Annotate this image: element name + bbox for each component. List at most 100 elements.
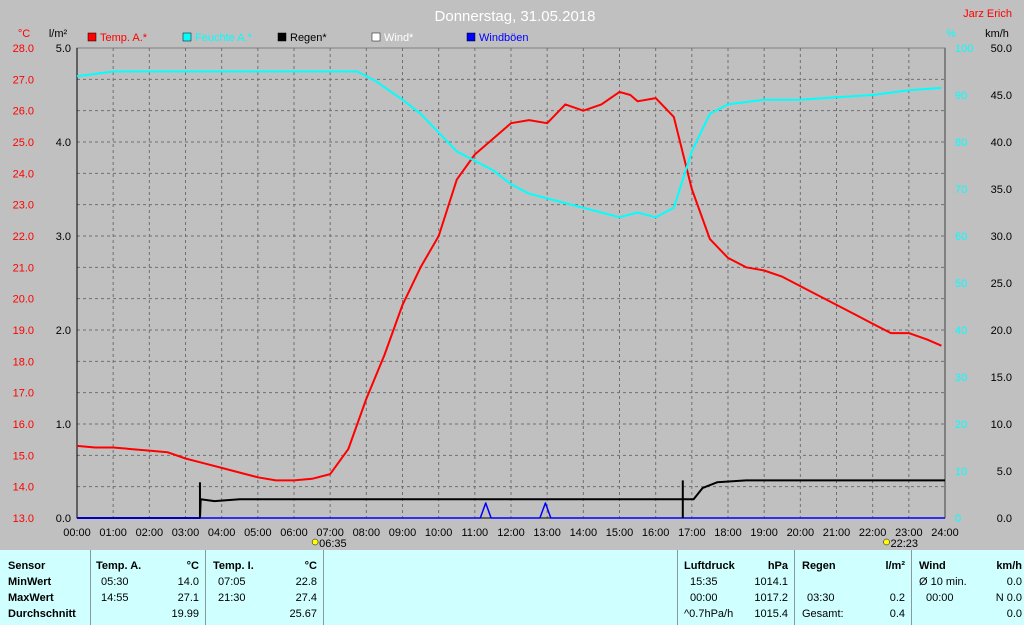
tick-label-temp: 23.0 (13, 200, 34, 212)
chart-area: 13.0 14.0 15.0 16.0 17.0 18.0 19.0 20.0 21.0 22.0… (12, 8, 1012, 548)
luftdruck-min-val: 1014.1 (754, 576, 788, 588)
row-min-label: MinWert (8, 576, 52, 588)
tick-label-wind: 45.0 (991, 90, 1012, 102)
regen-time: 03:30 (807, 592, 835, 604)
wind-avg-label: Ø 10 min. (919, 576, 967, 588)
tick-label-temp: 25.0 (13, 137, 34, 149)
sunset-icon (883, 538, 890, 546)
unit-label-temp: °C (18, 28, 30, 40)
wind-title: Wind (919, 560, 946, 572)
tick-label-temp: 22.0 (13, 231, 34, 243)
tick-label-temp: 13.0 (13, 513, 34, 525)
luftdruck-unit: hPa (767, 560, 788, 572)
tick-label-time: 05:00 (244, 527, 272, 539)
tick-label-humidity: 40 (955, 325, 967, 337)
temp-i-title: Temp. I. (213, 560, 254, 572)
tick-label-humidity: 90 (955, 90, 967, 102)
tick-label-time: 13:00 (533, 527, 561, 539)
col-temp-i: Temp. I. °C 07:05 22.8 21:30 27.4 25.67 (206, 550, 324, 625)
temp-a-avg: 19.99 (171, 608, 199, 620)
col-wind: Wind km/h Ø 10 min. 0.0 00:00 N 0.0 0.0 (912, 550, 1024, 625)
tick-label-wind: 50.0 (991, 43, 1012, 55)
tick-label-temp: 16.0 (13, 419, 34, 431)
temp-i-min-time: 07:05 (218, 576, 246, 588)
wind-unit: km/h (996, 560, 1022, 572)
sunrise-label: 06:35 (319, 538, 347, 548)
legend-label: Wind* (384, 32, 414, 44)
series-line (77, 502, 945, 519)
tick-label-temp: 19.0 (13, 325, 34, 337)
tick-label-time: 04:00 (208, 527, 236, 539)
chart-title: Donnerstag, 31.05.2018 (435, 8, 596, 25)
regen-title: Regen (802, 560, 836, 572)
legend-swatch (371, 32, 381, 42)
regen-total-label: Gesamt: (802, 608, 844, 620)
unit-label-humidity: % (946, 28, 956, 40)
temp-a-max-val: 27.1 (177, 592, 199, 604)
temp-i-max-time: 21:30 (218, 592, 246, 604)
temp-a-max-time: 14:55 (101, 592, 129, 604)
luftdruck-avg: 1015.4 (754, 608, 788, 620)
tick-label-time: 17:00 (678, 527, 706, 539)
regen-unit: l/m² (885, 560, 905, 572)
tick-label-wind: 5.0 (997, 466, 1012, 478)
wind-avg-val: 0.0 (1006, 576, 1022, 588)
legend-swatch (182, 32, 192, 42)
station-name: Jarz Erich (963, 8, 1012, 20)
tick-label-rain: 5.0 (56, 43, 71, 55)
col-temp-a: Temp. A. °C 05:30 14.0 14:55 27.1 19.99 (91, 550, 206, 625)
temp-i-min-val: 22.8 (295, 576, 317, 588)
luftdruck-title: Luftdruck (684, 560, 735, 572)
tick-label-temp: 15.0 (13, 450, 34, 462)
tick-label-temp: 26.0 (13, 106, 34, 118)
sunset-label: 22:23 (891, 538, 919, 548)
tick-label-time: 10:00 (425, 527, 453, 539)
tick-label-time: 02:00 (136, 527, 164, 539)
temp-a-unit: °C (186, 560, 199, 572)
tick-label-humidity: 30 (955, 372, 967, 384)
tick-label-time: 08:00 (353, 527, 381, 539)
tick-label-humidity: 60 (955, 231, 967, 243)
regen-val: 0.2 (889, 592, 905, 604)
tick-label-time: 18:00 (714, 527, 742, 539)
tick-label-time: 21:00 (823, 527, 851, 539)
luftdruck-max-val: 1017.2 (754, 592, 788, 604)
tick-label-humidity: 0 (955, 513, 961, 525)
sunrise-icon (311, 538, 319, 546)
regen-total: 0.4 (889, 608, 905, 620)
tick-label-time: 11:00 (461, 527, 488, 539)
col-empty (324, 550, 678, 625)
luftdruck-min-time: 15:35 (690, 576, 718, 588)
tick-label-time: 20:00 (787, 527, 815, 539)
tick-label-wind: 0.0 (997, 513, 1012, 525)
legend-swatch (87, 32, 97, 42)
weather-chart: 13.0 14.0 15.0 16.0 17.0 18.0 19.0 20.0 21.0 22.0… (13, 8, 1012, 548)
tick-label-time: 07:00 (316, 527, 344, 539)
sensor-title: Sensor (8, 560, 46, 572)
unit-label-wind: km/h (985, 28, 1009, 40)
row-max-label: MaxWert (8, 592, 54, 604)
tick-label-time: 06:00 (280, 527, 308, 539)
temp-a-min-val: 14.0 (177, 576, 199, 588)
tick-label-wind: 35.0 (991, 184, 1012, 196)
series-line (76, 70, 942, 219)
tick-label-wind: 40.0 (991, 137, 1012, 149)
wind-max-time: 00:00 (926, 592, 954, 604)
tick-label-rain: 0.0 (56, 513, 71, 525)
tick-label-temp: 20.0 (13, 294, 34, 306)
tick-label-temp: 17.0 (13, 388, 34, 400)
tick-label-humidity: 10 (955, 466, 967, 478)
tick-label-rain: 3.0 (56, 231, 71, 243)
legend-label: Windböen (479, 32, 529, 44)
tick-label-wind: 10.0 (991, 419, 1012, 431)
legend-swatch (277, 32, 287, 42)
col-luftdruck: Luftdruck hPa 15:35 1014.1 00:00 1017.2 … (678, 550, 795, 625)
tick-label-temp: 14.0 (13, 482, 34, 494)
tick-label-time: 23:00 (895, 527, 923, 539)
tick-label-rain: 2.0 (56, 325, 71, 337)
tick-label-temp: 27.0 (13, 74, 34, 86)
temp-i-avg: 25.67 (289, 608, 317, 620)
tick-label-time: 00:00 (63, 527, 91, 539)
tick-label-wind: 20.0 (991, 325, 1012, 337)
tick-label-wind: 25.0 (991, 278, 1012, 290)
